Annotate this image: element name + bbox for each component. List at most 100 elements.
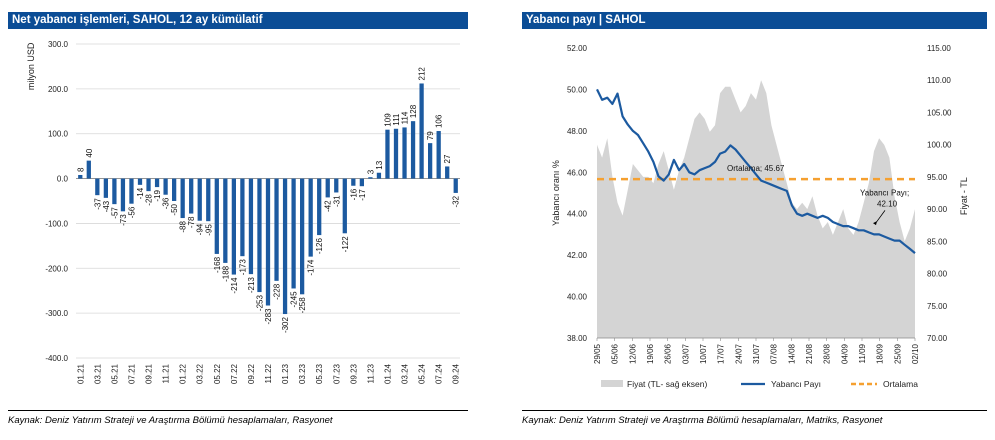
bar: [86, 160, 91, 179]
x-tick-label: 04/09: [840, 343, 849, 364]
x-tick-label: 24/07: [734, 343, 743, 364]
bar: [385, 129, 390, 179]
x-tick-label: 09.24: [452, 363, 461, 384]
bar-data-label: -43: [102, 200, 111, 212]
bar-data-label: -188: [221, 265, 230, 282]
bar-data-label: 106: [435, 114, 444, 128]
bar: [419, 83, 424, 179]
bar-data-label: -214: [230, 277, 239, 294]
bar: [334, 178, 339, 193]
bar-data-label: 27: [443, 154, 452, 163]
x-tick-label: 05.23: [315, 363, 324, 384]
x-tick-label: 07.23: [332, 363, 341, 384]
bar-data-label: -17: [358, 189, 367, 201]
x-tick-label: 25/09: [893, 343, 902, 364]
legend-label-price: Fiyat (TL- sağ eksen): [627, 379, 707, 389]
y-left-tick-label: 38.00: [567, 334, 588, 343]
y-right-tick-label: 80.00: [927, 270, 948, 279]
bar: [274, 178, 279, 281]
bar: [120, 178, 126, 212]
y-right-tick-label: 115.00: [927, 44, 951, 53]
bar-data-label: -174: [307, 259, 316, 276]
bar: [265, 178, 271, 306]
bar: [163, 178, 168, 195]
annotation-arrowhead: [873, 221, 877, 226]
bar: [325, 178, 330, 198]
bar: [95, 178, 100, 196]
bar-data-label: -168: [213, 256, 222, 273]
bar-data-label: 109: [383, 113, 392, 127]
bar: [410, 121, 416, 179]
bar: [146, 178, 151, 192]
bar: [300, 178, 305, 295]
bar-data-label: -302: [281, 316, 290, 333]
bar-data-label: -213: [247, 277, 256, 294]
bar: [214, 178, 219, 254]
bar: [231, 178, 236, 275]
bar: [172, 178, 177, 201]
y-left-tick-label: 46.00: [567, 168, 588, 177]
y-tick-label: -200.0: [45, 264, 68, 273]
y-left-tick-label: 52.00: [567, 44, 588, 53]
bar: [282, 178, 288, 315]
bar-data-label: -32: [452, 195, 461, 207]
y-left-tick-label: 40.00: [567, 293, 588, 302]
bar-data-label: -283: [264, 308, 273, 325]
x-tick-label: 03.23: [298, 363, 307, 384]
bar: [103, 178, 108, 198]
share-annotation-line1: Yabancı Payı;: [860, 188, 909, 197]
y-tick-label: 0.0: [57, 175, 69, 184]
bar-data-label: -56: [127, 206, 136, 218]
bar-data-label: -122: [341, 236, 350, 253]
bar-data-label: 13: [375, 160, 384, 169]
legend-label-share: Yabancı Payı: [771, 379, 821, 389]
left-chart-title: Net yabancı işlemleri, SAHOL, 12 ay kümü…: [8, 12, 468, 29]
bar-data-label: -50: [170, 203, 179, 215]
x-tick-label: 12/06: [628, 343, 637, 364]
bar: [197, 178, 202, 221]
x-tick-label: 01.21: [76, 363, 85, 384]
y-tick-label: -300.0: [45, 309, 68, 318]
bar: [436, 131, 441, 179]
x-tick-label: 17/07: [717, 343, 726, 364]
x-tick-label: 09.23: [349, 363, 358, 384]
x-tick-label: 03/07: [681, 343, 690, 364]
bar: [248, 178, 254, 275]
x-tick-label: 11.22: [264, 363, 273, 383]
bar-data-label: -173: [238, 259, 247, 276]
y-tick-label: 200.0: [48, 85, 69, 94]
y-axis-title: milyon USD: [26, 42, 36, 90]
bar: [359, 178, 364, 187]
y-left-tick-label: 48.00: [567, 127, 588, 136]
bar: [351, 178, 356, 186]
bar: [402, 127, 407, 179]
bar-data-label: -28: [145, 194, 154, 206]
bar: [154, 178, 160, 188]
x-tick-label: 03.24: [401, 363, 410, 384]
y-right-tick-label: 85.00: [927, 237, 948, 246]
x-tick-label: 07.21: [127, 363, 136, 384]
x-tick-label: 18/09: [876, 343, 885, 364]
x-tick-label: 26/06: [664, 343, 673, 364]
bar-data-label: -88: [179, 220, 188, 232]
y-left-tick-label: 44.00: [567, 210, 588, 219]
x-tick-label: 28/08: [823, 343, 832, 364]
bar-data-label: -228: [273, 283, 282, 300]
bar: [206, 178, 211, 222]
y-tick-label: 300.0: [48, 40, 69, 49]
x-tick-label: 11.23: [366, 363, 375, 383]
y-left-tick-label: 50.00: [567, 85, 588, 94]
bar-data-label: 128: [409, 104, 418, 118]
y-right-tick-label: 100.00: [927, 141, 952, 150]
bar-data-label: -73: [119, 214, 128, 226]
bar-data-label: -245: [290, 291, 299, 308]
y-left-tick-label: 42.00: [567, 251, 588, 260]
bar: [129, 178, 134, 204]
x-tick-label: 14/08: [787, 343, 796, 364]
bar: [376, 172, 382, 179]
bar-data-label: -258: [298, 297, 307, 314]
bar-data-label: 114: [401, 111, 410, 124]
x-tick-label: 05.21: [110, 363, 119, 384]
bar-data-label: -14: [136, 187, 145, 199]
x-tick-label: 19/06: [646, 343, 655, 364]
